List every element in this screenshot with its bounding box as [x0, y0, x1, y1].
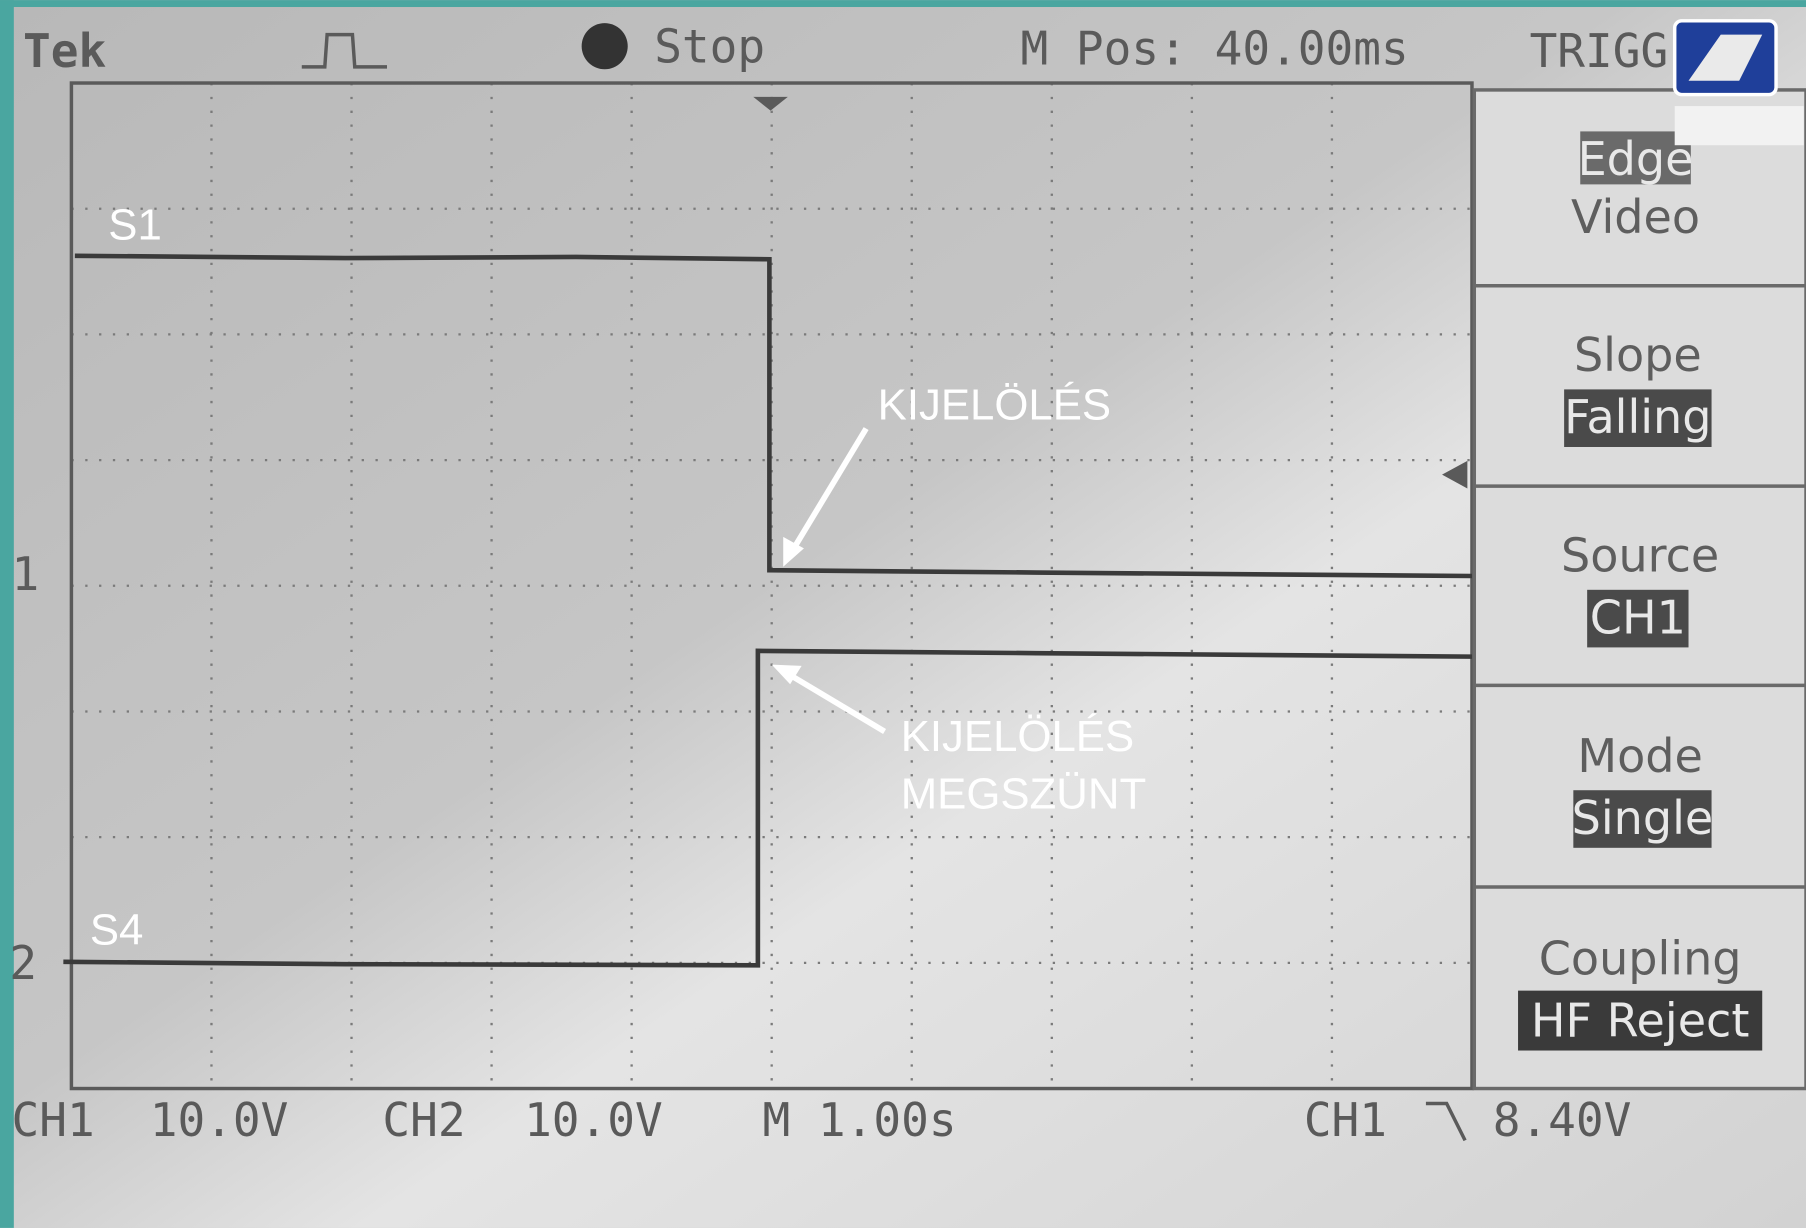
trigger-slope-icon — [1425, 1101, 1467, 1142]
trigger-menu: Edge Video Slope Falling Source CH1 Mode… — [1472, 88, 1806, 1091]
brand: Tek — [23, 24, 106, 78]
annotation-arrow — [788, 672, 887, 734]
annotation-arrow — [789, 427, 869, 553]
menu-value[interactable]: HF Reject — [1531, 994, 1750, 1048]
menu-title: Source — [1561, 528, 1719, 582]
ch2-scale: 10.0V — [524, 1093, 663, 1147]
menu-option[interactable]: Video — [1571, 190, 1700, 244]
graticule — [71, 83, 1472, 1089]
annotation-arrowhead — [783, 536, 804, 567]
menu-highlight — [1518, 990, 1763, 1051]
trigger-level: 8.40V — [1493, 1093, 1632, 1147]
top-edge — [0, 0, 1806, 8]
annotation-arrowhead — [771, 664, 802, 685]
trace-s4 — [63, 648, 1473, 968]
menu-value[interactable]: Single — [1572, 791, 1714, 845]
annotation: KIJELÖLÉS — [878, 380, 1111, 429]
menu-panel — [1472, 88, 1806, 1091]
status-dot — [581, 23, 628, 70]
status: Stop — [654, 19, 765, 73]
menu-highlight — [1573, 790, 1712, 848]
annotation: MEGSZÜNT — [901, 770, 1146, 819]
menu-header: TRIGG — [1530, 24, 1669, 78]
menu-option[interactable]: Edge — [1578, 132, 1694, 186]
trigger-pos-marker — [753, 96, 788, 111]
trace-s1 — [74, 253, 1473, 579]
menu-highlight — [1580, 131, 1691, 185]
trace-label: S1 — [108, 201, 162, 250]
menu-title: Mode — [1577, 729, 1703, 783]
ch2-label: CH2 — [382, 1093, 465, 1147]
menu-highlight — [1587, 589, 1689, 648]
trigger-level-marker — [1442, 460, 1468, 489]
left-edge — [0, 0, 14, 1228]
logo-mark — [1688, 34, 1763, 81]
ch1-scale: 10.0V — [150, 1093, 289, 1147]
annotation: KIJELÖLÉS — [901, 712, 1134, 761]
ch1-label: CH1 — [12, 1093, 95, 1147]
timebase: M 1.00s — [762, 1093, 956, 1147]
graticule-frame — [69, 81, 1474, 1091]
trace-label: S4 — [90, 906, 144, 955]
acq-icon — [301, 32, 387, 69]
trigger-source: CH1 — [1304, 1093, 1387, 1147]
menu-highlight — [1564, 389, 1712, 447]
cert-badges — [1674, 106, 1804, 146]
ch2-marker: 2 — [9, 936, 37, 990]
menu-title: Slope — [1574, 328, 1702, 382]
ch1-marker: 1 — [12, 547, 40, 601]
position: M Pos: 40.00ms — [1020, 22, 1408, 76]
menu-value[interactable]: CH1 — [1590, 591, 1686, 645]
menu-title: Coupling — [1539, 932, 1742, 986]
menu-value[interactable]: Falling — [1564, 390, 1711, 444]
